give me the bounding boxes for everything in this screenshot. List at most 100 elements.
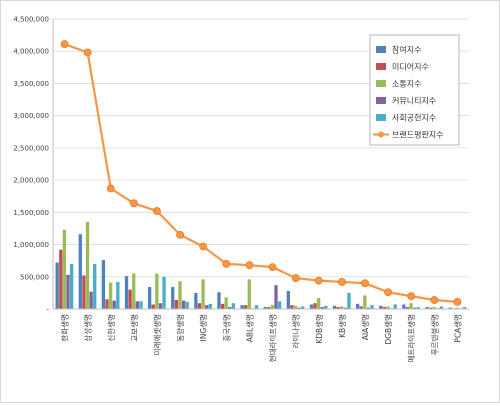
bar	[313, 303, 317, 309]
bar	[139, 301, 143, 309]
bar	[82, 275, 86, 309]
line-point	[106, 184, 115, 193]
bar	[66, 274, 70, 309]
bar	[413, 307, 417, 309]
bar	[439, 306, 444, 309]
y-tick-label: 4,000,000	[13, 48, 49, 56]
legend-label: 커뮤니티지수	[392, 96, 436, 106]
bar	[448, 307, 452, 309]
bar	[205, 305, 209, 309]
bar	[462, 307, 467, 309]
bar	[267, 307, 271, 309]
line-point	[245, 261, 254, 270]
bar	[405, 307, 410, 309]
y-tick-label: 4,500,000	[13, 16, 49, 24]
bar	[359, 306, 363, 309]
x-tick-label: 현대라이프생명	[268, 314, 278, 362]
bar	[147, 287, 152, 309]
line-point	[314, 276, 323, 285]
series-line	[64, 43, 458, 304]
x-tick-label: 교보생명	[129, 314, 139, 342]
bar	[197, 303, 202, 309]
bar	[231, 303, 236, 309]
line-point	[430, 296, 439, 304]
line-point	[407, 292, 416, 301]
bar	[85, 222, 90, 309]
bar	[93, 263, 97, 309]
bar	[244, 305, 248, 309]
legend-label: 사회공헌지수	[392, 114, 436, 123]
line-point	[337, 278, 346, 286]
bar-layer	[55, 222, 467, 309]
bar	[181, 300, 186, 309]
bar	[59, 249, 63, 309]
bar	[455, 307, 459, 309]
y-tick-label: 3,500,000	[13, 80, 49, 88]
line-point	[176, 230, 185, 239]
bar	[178, 281, 182, 309]
legend-swatch	[376, 80, 386, 87]
bar	[240, 305, 244, 309]
x-tick-label: 라이나생명	[291, 314, 301, 349]
bar	[128, 289, 132, 309]
bar	[116, 281, 120, 309]
bar	[185, 301, 189, 309]
bar	[347, 292, 351, 309]
bar	[162, 276, 166, 309]
bar	[343, 307, 347, 309]
bar	[366, 307, 371, 309]
bar	[363, 295, 367, 309]
bar	[132, 273, 136, 309]
bar	[428, 307, 433, 309]
bar	[208, 303, 212, 309]
bar	[228, 307, 232, 309]
legend-label: 소통지수	[392, 80, 421, 89]
line-point	[384, 288, 393, 297]
x-tick-label: 동양생명	[175, 314, 185, 342]
line-point	[268, 263, 277, 272]
bar	[316, 298, 321, 309]
x-tick-label: AIA생명	[360, 314, 370, 340]
bar	[382, 307, 387, 309]
line-point	[129, 199, 138, 208]
line-point	[153, 207, 161, 215]
bar	[254, 305, 259, 309]
y-tick-label: 500,000	[20, 273, 49, 281]
legend-label: 미디어지수	[392, 62, 429, 72]
x-tick-label: 삼성생명	[83, 314, 93, 342]
y-axis-ticks: - 500,000 1,000,000 1,500,000 2,000,000 2,500…	[13, 16, 49, 314]
bar	[155, 273, 159, 309]
line-point	[453, 298, 462, 306]
bar	[379, 305, 383, 309]
bar	[309, 304, 314, 309]
bar	[174, 299, 179, 309]
bar	[62, 229, 67, 309]
y-tick-label: -	[46, 306, 49, 314]
legend-swatch	[376, 114, 386, 121]
bar	[78, 234, 82, 309]
legend-label: 참여지수	[392, 45, 421, 55]
bar	[277, 301, 282, 309]
bar	[105, 299, 109, 309]
legend-label: 브랜드평판지수	[392, 130, 444, 140]
x-tick-label: 메트라이프생명	[406, 314, 416, 362]
bar	[263, 307, 267, 309]
bar	[274, 285, 278, 309]
y-tick-label: 3,000,000	[13, 112, 49, 120]
bar	[89, 291, 93, 309]
line-point	[60, 40, 69, 49]
bar	[340, 306, 344, 309]
bar	[224, 297, 228, 309]
line-layer	[60, 40, 462, 306]
legend-swatch	[376, 46, 386, 53]
bar	[297, 307, 301, 309]
bar	[158, 303, 163, 309]
bar	[101, 260, 106, 309]
bar	[290, 305, 294, 309]
bar	[286, 290, 290, 309]
line-point	[83, 48, 92, 57]
bar	[432, 307, 436, 309]
